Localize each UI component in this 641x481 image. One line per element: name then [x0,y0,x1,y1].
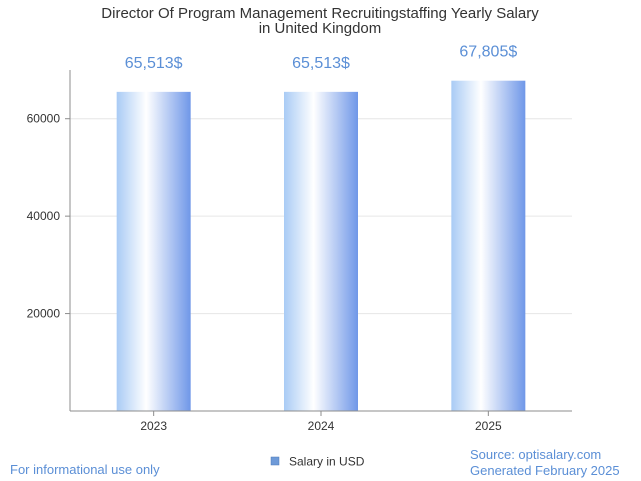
y-tick-label-60000: 60000 [27,112,61,126]
y-tick-label-40000: 40000 [27,209,61,223]
chart-title-line-1: Director Of Program Management Recruitin… [101,5,539,22]
chart-title-line-2: in United Kingdom [259,20,382,37]
value-label-2023: 65,513$ [125,55,183,72]
source-text: Source: optisalary.com [470,447,602,462]
x-tick-label-2024: 2024 [308,419,335,433]
value-label-2024: 65,513$ [292,55,350,72]
x-tick-label-2023: 2023 [140,419,167,433]
legend[interactable]: Salary in USD [270,455,365,469]
bar-2024 [284,91,358,412]
axes: 20000 40000 60000 2023 2024 2025 [27,70,572,433]
disclaimer-text: For informational use only [10,462,160,477]
legend-label: Salary in USD [289,455,365,469]
generated-text: Generated February 2025 [470,463,620,478]
source-block: Source: optisalary.com Generated Februar… [470,447,620,479]
bars [116,80,526,412]
value-labels: 65,513$ 65,513$ 67,805$ [125,44,518,72]
value-label-2025: 67,805$ [459,44,517,61]
x-tick-label-2025: 2025 [475,419,502,433]
legend-swatch [270,456,280,466]
y-tick-label-20000: 20000 [27,307,61,321]
bar-2025 [451,80,526,412]
bar-2023 [116,91,191,412]
